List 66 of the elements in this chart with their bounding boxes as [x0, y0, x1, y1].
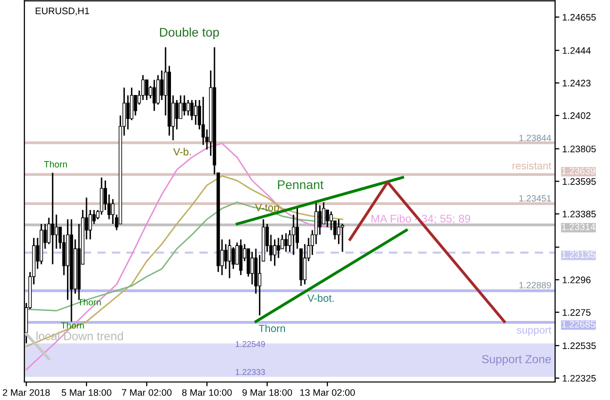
y-tick-label: 1.23385 — [562, 210, 596, 218]
candlestick — [54, 214, 58, 250]
candlestick — [186, 99, 190, 116]
annotation: Thorn — [78, 298, 101, 306]
candlestick — [100, 176, 104, 216]
candlestick — [284, 232, 288, 253]
y-tick-label: 1.24655 — [562, 14, 596, 21]
candlestick — [228, 238, 232, 279]
annotation: 1.22549 — [236, 341, 265, 348]
x-tick-label: 8 Mar 10:00 — [182, 389, 232, 396]
candlestick — [202, 96, 205, 146]
ref-line-label: 1.23639 — [562, 168, 596, 174]
ref-line-label: 1.23314 — [562, 223, 596, 230]
y-tick-label: 1.2444 — [562, 47, 591, 54]
candlestick — [152, 79, 156, 112]
candlestick — [182, 94, 186, 116]
annotation: V-b. — [173, 148, 191, 156]
annotation: support — [516, 326, 552, 336]
y-tick-label: 1.22325 — [562, 374, 596, 382]
candlestick — [340, 223, 344, 253]
ref-line-label: 1.22685 — [562, 320, 596, 328]
candlestick — [224, 243, 228, 270]
candlestick — [273, 238, 276, 266]
annotation: Thorn — [44, 160, 67, 168]
candlestick — [178, 94, 182, 120]
candlestick — [292, 214, 296, 256]
candlestick — [175, 99, 178, 130]
annotation: 1.22333 — [236, 369, 265, 375]
x-tick-label: 5 Mar 18:00 — [62, 389, 112, 396]
candlestick — [194, 99, 198, 126]
line-series — [26, 142, 344, 370]
candlestick — [50, 172, 54, 265]
x-tick-label: 9 Mar 18:00 — [242, 389, 292, 396]
annotation: resistant — [512, 162, 552, 170]
text: EURUSD,H1 — [36, 8, 90, 16]
candlestick — [190, 99, 194, 121]
x-tick-label: 2 Mar 2018 — [2, 389, 50, 396]
y-tick-label: 1.22535 — [562, 342, 596, 350]
y-tick-label: 1.2423 — [562, 80, 591, 86]
annotation: Thorn — [258, 324, 285, 332]
annotation: Pennant — [278, 180, 324, 190]
annotation: 1.23451 — [519, 195, 551, 202]
candlestick — [145, 79, 148, 101]
line-series — [26, 175, 344, 348]
candlestick — [160, 70, 164, 101]
y-tick-label: 1.2275 — [562, 309, 591, 316]
annotation: Double top — [160, 28, 219, 40]
candlestick — [326, 209, 330, 228]
candlestick — [126, 94, 130, 130]
annotation: V-bot. — [307, 294, 334, 302]
annotation: MA Fibo - 34; 55; 89 — [372, 214, 470, 224]
candlestick — [141, 74, 145, 101]
annotation: 1.22889 — [519, 282, 551, 288]
band-label: Support Zone — [482, 355, 551, 366]
y-tick-label: 1.2402 — [562, 112, 590, 119]
candlestick — [250, 251, 254, 286]
x-tick-label: 7 Mar 02:00 — [122, 389, 172, 396]
candlestick — [134, 94, 138, 116]
annotation: 1.23844 — [519, 134, 552, 142]
candlestick — [318, 204, 322, 236]
y-tick-label: 1.23595 — [562, 178, 596, 185]
x-tick-label: 13 Mar 02:00 — [300, 389, 355, 396]
y-tick-label: 1.23805 — [562, 146, 596, 152]
candlestick — [329, 210, 333, 231]
annotation: V-top — [255, 204, 279, 214]
y-tick-label: 1.2296 — [562, 276, 591, 284]
